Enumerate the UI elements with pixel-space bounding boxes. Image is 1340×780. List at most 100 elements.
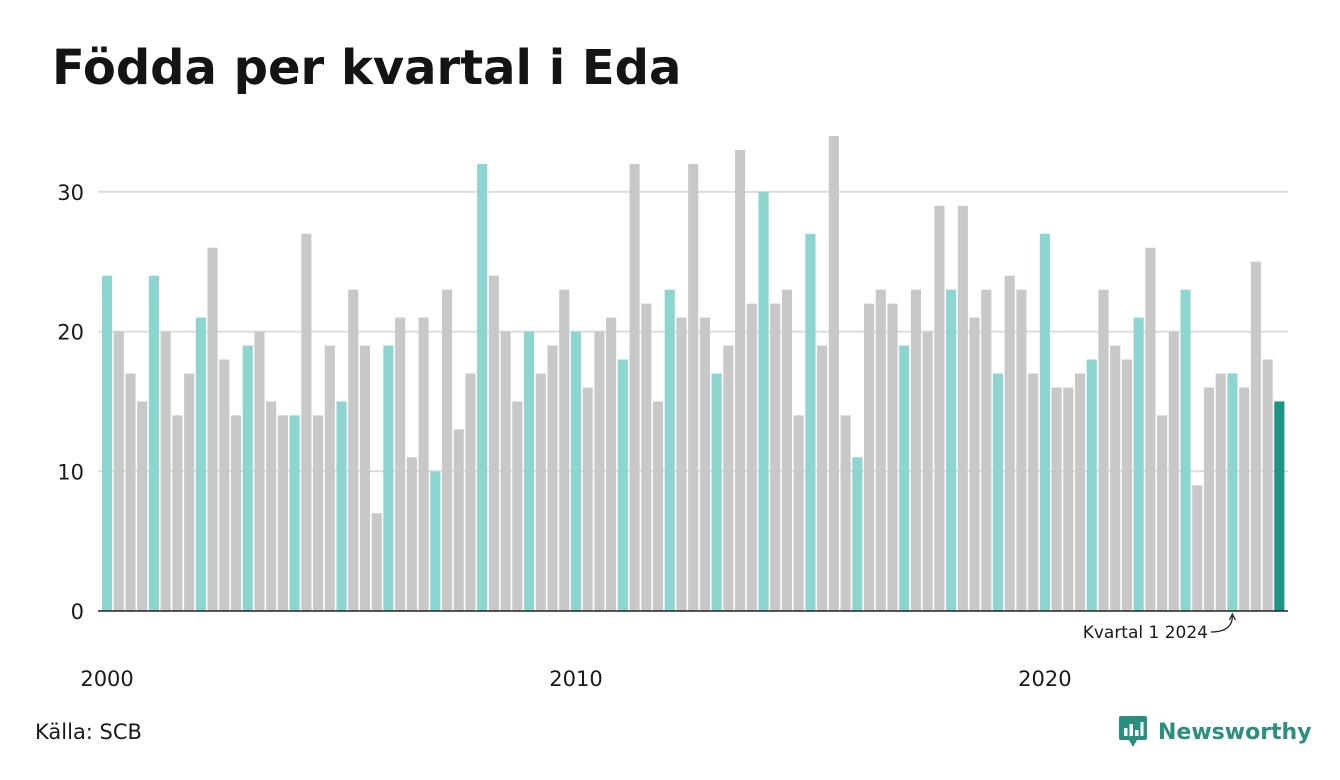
bar (488, 275, 499, 611)
bar (781, 289, 793, 611)
bar (1145, 247, 1156, 612)
bar (348, 289, 359, 611)
bar (1274, 401, 1285, 611)
bar (266, 401, 277, 611)
bar (383, 345, 394, 611)
bar (852, 457, 863, 611)
bar (770, 303, 781, 611)
bar (477, 163, 488, 611)
bar (652, 401, 664, 611)
bar (137, 401, 148, 611)
x-tick-label: 2010 (549, 667, 602, 691)
bar (336, 401, 347, 611)
bar (969, 317, 980, 611)
bar (910, 289, 921, 611)
bar (207, 247, 218, 612)
bar (863, 303, 875, 611)
bar (817, 345, 828, 611)
bar (160, 331, 171, 611)
bar (242, 345, 253, 611)
bar (148, 275, 160, 611)
bar (465, 373, 476, 611)
bar (359, 345, 371, 611)
bar (395, 317, 406, 611)
annotation-label: Kvartal 1 2024 (1083, 623, 1208, 643)
bar (524, 331, 535, 611)
bar (688, 163, 699, 611)
bar (1192, 485, 1203, 611)
bar (1016, 289, 1027, 611)
bar (113, 331, 124, 611)
bar (617, 359, 628, 611)
bar (758, 191, 769, 612)
bar (582, 387, 593, 611)
bar-chart: 0 10 20 30 2000 2010 2020 Kvartal 1 2024 (57, 135, 1288, 691)
bar (723, 345, 734, 611)
brand-name: Newsworthy (1158, 719, 1312, 745)
x-tick-label: 2000 (80, 667, 133, 691)
bar (500, 331, 511, 611)
bar (746, 303, 757, 611)
y-axis-ticks: 0 10 20 30 (57, 181, 84, 624)
bar (641, 303, 652, 611)
bar (1098, 289, 1109, 611)
bar (1239, 387, 1250, 611)
bar (899, 345, 910, 611)
bar (125, 373, 136, 611)
bar (992, 373, 1004, 611)
bar (1004, 275, 1015, 611)
chart-title: Födda per kvartal i Eda (52, 40, 682, 96)
bar (735, 149, 746, 611)
bar (875, 289, 886, 611)
bar (1168, 331, 1179, 611)
bar (957, 205, 968, 611)
annotation: Kvartal 1 2024 (1083, 612, 1236, 643)
bar (676, 317, 687, 611)
bar (172, 415, 183, 611)
bar (606, 317, 617, 611)
bar (102, 275, 113, 611)
bar (277, 415, 288, 611)
annotation-arrow (1210, 612, 1236, 633)
bar (371, 513, 382, 611)
bar (512, 401, 523, 611)
bar (594, 331, 605, 611)
bar (535, 373, 546, 611)
bar (1157, 415, 1168, 611)
bar (664, 289, 675, 611)
bar (1051, 387, 1062, 611)
y-tick-label: 30 (57, 181, 84, 205)
bar (1250, 261, 1261, 611)
bar (184, 373, 195, 611)
source-label: Källa: SCB (35, 720, 142, 744)
bar (1063, 387, 1074, 611)
bar (981, 289, 992, 611)
bar (230, 415, 242, 611)
bar (324, 345, 335, 611)
y-tick-label: 20 (57, 321, 84, 345)
bar (547, 345, 558, 611)
bars (102, 135, 1285, 612)
bar (1074, 373, 1086, 611)
bar (805, 233, 816, 611)
bar (1227, 373, 1238, 611)
bar (922, 331, 933, 611)
bar (1203, 387, 1215, 611)
bar (254, 331, 265, 611)
bar (711, 373, 722, 611)
y-tick-label: 10 (57, 460, 84, 484)
bar (453, 429, 464, 611)
bar (887, 303, 898, 611)
x-axis-ticks: 2000 2010 2020 (80, 667, 1071, 691)
bar (629, 163, 640, 611)
bar (828, 135, 839, 611)
bar (946, 289, 957, 611)
bar (289, 415, 300, 611)
bar (418, 317, 429, 611)
bar (1110, 345, 1121, 611)
bar (195, 317, 206, 611)
bar (793, 415, 804, 611)
x-tick-label: 2020 (1018, 667, 1071, 691)
bar (1028, 373, 1039, 611)
newsworthy-logo-icon (1119, 716, 1147, 747)
